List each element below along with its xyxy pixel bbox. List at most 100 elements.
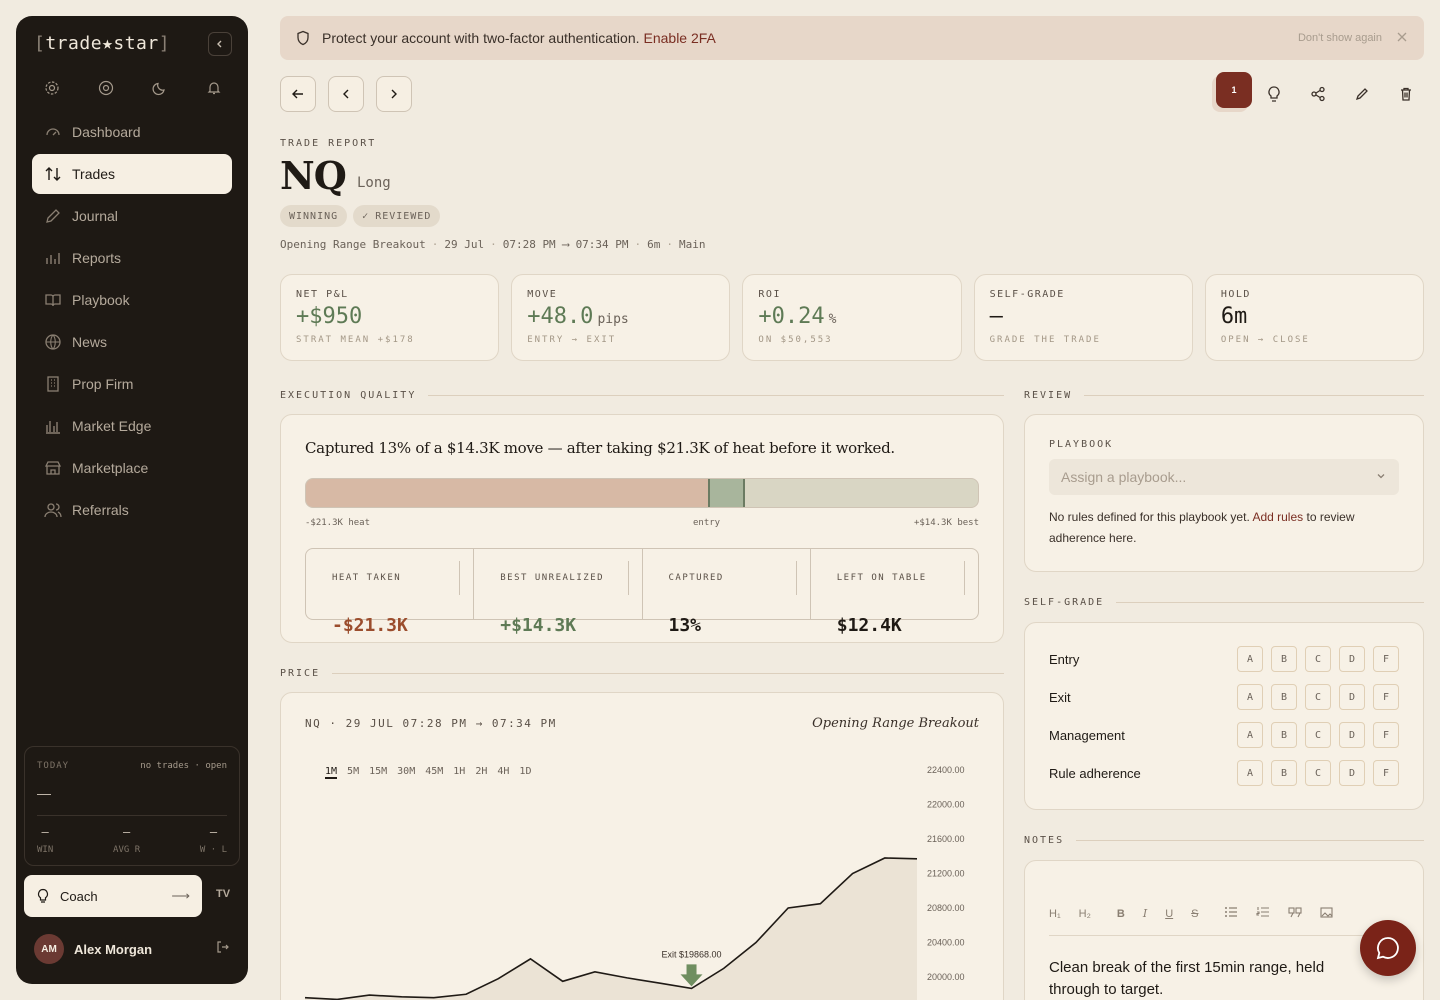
numbered-list-button[interactable] (1256, 906, 1270, 921)
stat-value: 6m (1220, 304, 1248, 329)
today-summary: TODAY no trades · open — — WIN — AVG R — W … (24, 746, 240, 866)
timeframe-tab-15m[interactable]: 15M (369, 766, 388, 777)
book-icon (44, 291, 62, 309)
coach-button[interactable]: Coach ⟶ (24, 875, 202, 917)
y-tick-label: 20800.00 (927, 903, 965, 913)
sidebar-item-playbook[interactable]: Playbook (32, 280, 232, 320)
user-name: Alex Morgan (74, 941, 153, 957)
trade-direction: Long (357, 175, 391, 191)
previous-trade-button[interactable] (328, 76, 364, 112)
timeframe-tab-1h[interactable]: 1H (453, 766, 466, 777)
heading2-button[interactable]: H₂ (1078, 907, 1091, 920)
grade-management-b-button[interactable]: B (1271, 722, 1297, 748)
sidebar-item-referrals[interactable]: Referrals (32, 490, 232, 530)
y-tick-label: 21200.00 (927, 869, 965, 879)
sidebar-item-reports[interactable]: Reports (32, 238, 232, 278)
notes-toolbar: H₁ H₂ B I U S (1049, 905, 1409, 922)
user-profile[interactable]: AM Alex Morgan (34, 934, 230, 964)
sidebar-item-news[interactable]: News (32, 322, 232, 362)
quote-icon (1288, 907, 1303, 918)
swap-icon (44, 165, 62, 183)
timeframe-tab-5m[interactable]: 5M (347, 766, 360, 777)
grade-rule-adherence-c-button[interactable]: C (1305, 760, 1331, 786)
stat-value: +0.24% (758, 304, 837, 329)
underline-button[interactable]: U (1165, 907, 1174, 920)
grade-entry-a-button[interactable]: A (1237, 646, 1263, 672)
enable-2fa-link[interactable]: Enable 2FA (643, 30, 716, 46)
grade-management-a-button[interactable]: A (1237, 722, 1263, 748)
grade-exit-d-button[interactable]: D (1339, 684, 1365, 710)
stat-card-self-grade: SELF-GRADE — GRADE THE TRADE (973, 274, 1193, 361)
grade-rule-adherence-f-button[interactable]: F (1373, 760, 1399, 786)
tradingview-link[interactable]: TV (216, 888, 231, 900)
price-card: NQ · 29 JUL 07:28 PM → 07:34 PM Opening … (280, 692, 1004, 1000)
sidebar-item-trades[interactable]: Trades (32, 154, 232, 194)
grade-rule-adherence-b-button[interactable]: B (1271, 760, 1297, 786)
italic-button[interactable]: I (1142, 907, 1148, 920)
playbook-select[interactable]: Assign a playbook... (1049, 459, 1399, 495)
back-button[interactable] (280, 76, 316, 112)
playbook-label: PLAYBOOK (1049, 439, 1114, 450)
image-button[interactable] (1320, 905, 1334, 922)
timeframe-tab-45m[interactable]: 45M (425, 766, 444, 777)
grade-entry-f-button[interactable]: F (1373, 646, 1399, 672)
playbook-placeholder: Assign a playbook... (1061, 469, 1187, 485)
grade-management-d-button[interactable]: D (1339, 722, 1365, 748)
bold-button[interactable]: B (1116, 907, 1125, 920)
grade-entry-c-button[interactable]: C (1305, 646, 1331, 672)
share-button[interactable] (1300, 76, 1336, 112)
grade-rule-adherence-a-button[interactable]: A (1237, 760, 1263, 786)
sidebar-item-market-edge[interactable]: Market Edge (32, 406, 232, 446)
metric-label: BEST UNREALIZED (487, 561, 629, 595)
logout-button[interactable] (216, 940, 230, 959)
sidebar-item-marketplace[interactable]: Marketplace (32, 448, 232, 488)
delete-button[interactable] (1388, 76, 1424, 112)
edit-button[interactable] (1344, 76, 1380, 112)
grade-management-c-button[interactable]: C (1305, 722, 1331, 748)
grade-rule-adherence-d-button[interactable]: D (1339, 760, 1365, 786)
timeframe-tab-1d[interactable]: 1D (519, 766, 532, 777)
grade-entry-d-button[interactable]: D (1339, 646, 1365, 672)
chat-button[interactable] (1360, 920, 1416, 976)
section-execution: EXECUTION QUALITY (280, 390, 1004, 401)
logo[interactable]: [trade★star] (34, 33, 171, 54)
strikethrough-button[interactable]: S (1191, 907, 1199, 920)
timeframe-tab-30m[interactable]: 30M (397, 766, 416, 777)
trash-icon (1401, 87, 1411, 101)
insights-button[interactable] (1256, 76, 1292, 112)
grade-management-f-button[interactable]: F (1373, 722, 1399, 748)
dont-show-again-button[interactable]: Don't show again (1297, 32, 1382, 44)
add-rules-link[interactable]: Add rules (1252, 510, 1304, 524)
favorite-button[interactable]: ★1 (1212, 72, 1252, 112)
sidebar-item-journal[interactable]: Journal (32, 196, 232, 236)
section-self-grade: SELF-GRADE (1024, 597, 1424, 608)
price-strategy: Opening Range Breakout (812, 716, 979, 731)
execution-headline: Captured 13% of a $14.3K move — after ta… (305, 439, 895, 457)
sidebar-item-prop-firm[interactable]: Prop Firm (32, 364, 232, 404)
settings-button[interactable] (42, 78, 62, 98)
timeframe-tab-1m[interactable]: 1M (325, 766, 338, 779)
timeframe-tab-2h[interactable]: 2H (475, 766, 488, 777)
theme-toggle-button[interactable] (150, 78, 170, 98)
y-tick-label: 21600.00 (927, 834, 965, 844)
notifications-button[interactable] (204, 78, 224, 98)
next-trade-button[interactable] (376, 76, 412, 112)
sidebar-item-dashboard[interactable]: Dashboard (32, 112, 232, 152)
stat-card-roi: ROI +0.24% ON $50,553 (742, 274, 962, 361)
close-banner-button[interactable] (1396, 30, 1408, 46)
notes-editor[interactable]: Clean break of the first 15min range, he… (1049, 959, 1325, 998)
grade-exit-f-button[interactable]: F (1373, 684, 1399, 710)
bullet-list-button[interactable] (1224, 906, 1238, 921)
heading1-button[interactable]: H₁ (1049, 907, 1061, 920)
grade-exit-c-button[interactable]: C (1305, 684, 1331, 710)
sidebar-item-label: Trades (72, 166, 116, 182)
quote-button[interactable] (1288, 906, 1303, 921)
timeframe-tab-4h[interactable]: 4H (497, 766, 510, 777)
collapse-sidebar-button[interactable] (208, 32, 232, 56)
help-button[interactable] (96, 78, 116, 98)
grade-exit-b-button[interactable]: B (1271, 684, 1297, 710)
grade-entry-b-button[interactable]: B (1271, 646, 1297, 672)
meta-exit-time: 07:34 PM (575, 238, 629, 251)
price-line (304, 857, 918, 1000)
grade-exit-a-button[interactable]: A (1237, 684, 1263, 710)
